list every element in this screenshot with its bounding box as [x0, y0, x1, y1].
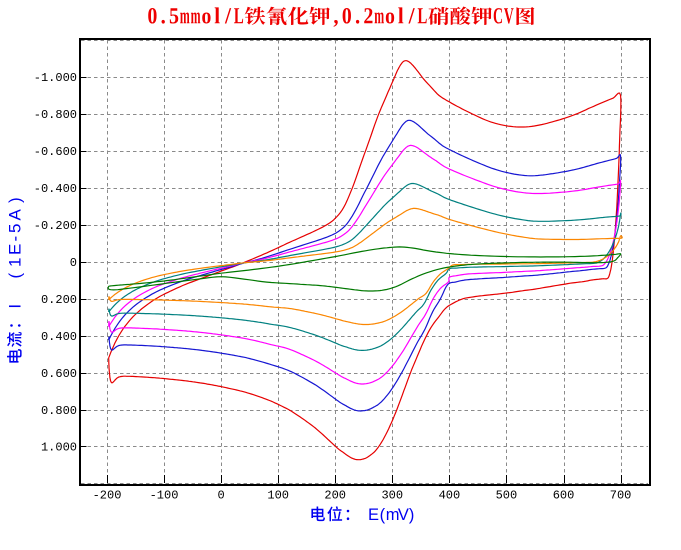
svg-text:-1.000: -1.000 — [34, 71, 77, 85]
svg-text:-0.200: -0.200 — [34, 219, 77, 233]
svg-text:600: 600 — [553, 489, 575, 503]
svg-text:1.000: 1.000 — [41, 441, 77, 455]
svg-text:500: 500 — [496, 489, 518, 503]
svg-text:0.200: 0.200 — [41, 293, 77, 307]
svg-text:-0.400: -0.400 — [34, 182, 77, 196]
svg-text:-0.600: -0.600 — [34, 145, 77, 159]
svg-text:0: 0 — [217, 489, 224, 503]
svg-text:300: 300 — [381, 489, 403, 503]
svg-text:-100: -100 — [150, 489, 179, 503]
svg-text:0: 0 — [70, 256, 77, 270]
svg-text:0.400: 0.400 — [41, 330, 77, 344]
svg-text:100: 100 — [267, 489, 289, 503]
svg-text:700: 700 — [610, 489, 632, 503]
svg-text:200: 200 — [324, 489, 346, 503]
svg-text:E(mV): E(mV) — [368, 506, 414, 524]
svg-text:400: 400 — [439, 489, 461, 503]
svg-text:-200: -200 — [93, 489, 122, 503]
svg-text:-0.800: -0.800 — [34, 108, 77, 122]
svg-text:0.800: 0.800 — [41, 404, 77, 418]
svg-text:0.600: 0.600 — [41, 367, 77, 381]
